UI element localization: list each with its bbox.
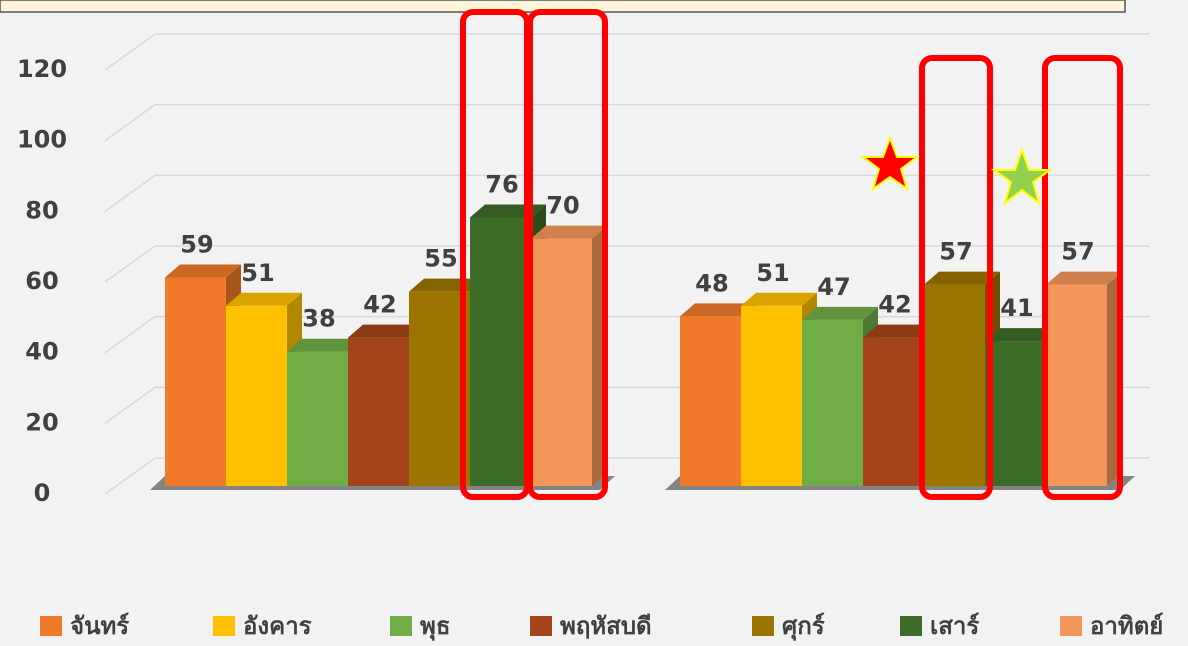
bar-front <box>924 284 985 486</box>
highlights <box>460 9 1123 500</box>
y-tick-label: 100 <box>17 126 67 154</box>
legend-label: ศุกร์ <box>782 612 825 642</box>
data-label: 47 <box>817 273 850 301</box>
bar-front <box>863 337 924 486</box>
highlight-box <box>1042 55 1123 500</box>
plot: 0 20 40 60 80 100 120 59 51 38 42 55 76 70 48 51 47 42 57 4… <box>17 33 1150 507</box>
data-label: 51 <box>241 259 274 287</box>
bar-front <box>470 217 531 486</box>
y-tick-label: 20 <box>25 408 58 436</box>
y-tick-label: 80 <box>25 196 58 224</box>
data-label: 51 <box>756 259 789 287</box>
y-tick-label: 120 <box>17 55 67 83</box>
data-label: 42 <box>363 291 396 319</box>
bar-top <box>680 303 756 317</box>
bar-top <box>348 324 424 338</box>
highlight-box <box>919 55 993 500</box>
data-label: 48 <box>695 269 728 297</box>
data-label: 57 <box>1061 238 1094 266</box>
bar-front <box>1046 284 1107 486</box>
legend-swatch <box>40 616 62 636</box>
grid-line <box>104 33 1150 71</box>
data-label: 55 <box>424 245 457 273</box>
bar-front <box>287 351 348 486</box>
bar-front <box>409 291 470 486</box>
data-label: 38 <box>302 305 335 333</box>
legend-swatch <box>530 616 552 636</box>
grid-line <box>104 245 1150 283</box>
data-label: 59 <box>180 231 213 259</box>
legend-label: พุธ <box>420 612 450 642</box>
data-label: 57 <box>939 238 972 266</box>
bar-top <box>1046 271 1122 285</box>
bar-top <box>741 292 817 306</box>
bar-front <box>680 316 741 486</box>
legend-label: เสาร์ <box>930 612 979 640</box>
bar-front <box>165 277 226 486</box>
y-tick-label: 0 <box>34 479 51 507</box>
legend-label: พฤหัสบดี <box>560 612 652 640</box>
star <box>860 135 920 192</box>
bar-front <box>226 305 287 486</box>
bar-front <box>985 341 1046 486</box>
data-label: 70 <box>546 192 579 220</box>
legend-swatch <box>390 616 412 636</box>
bar-front <box>741 305 802 486</box>
bar-top <box>531 225 607 239</box>
y-tick-label: 40 <box>25 338 58 366</box>
grid-line <box>104 103 1150 142</box>
highlight-box <box>527 9 608 500</box>
bar <box>1046 271 1122 486</box>
legend-swatch <box>752 616 774 636</box>
bar-top <box>802 306 878 320</box>
legend-swatch <box>900 616 922 636</box>
bar <box>531 225 607 486</box>
bar-top <box>226 292 302 306</box>
y-tick-label: 60 <box>25 267 58 295</box>
bar-front <box>802 319 863 486</box>
data-label: 41 <box>1000 294 1033 322</box>
legend-label: อาทิตย์ <box>1090 612 1163 640</box>
data-label: 42 <box>878 291 911 319</box>
legend-label: จันทร์ <box>70 612 129 640</box>
bar-top <box>287 338 363 352</box>
data-label: 76 <box>485 170 518 198</box>
star <box>990 146 1054 206</box>
bar-top <box>924 271 1000 285</box>
legend-swatch <box>1060 616 1082 636</box>
legend-swatch <box>213 616 235 636</box>
bar-front <box>531 238 592 486</box>
grid-line <box>104 174 1150 212</box>
bar-front <box>348 337 409 486</box>
legend-label: อังคาร <box>243 612 312 640</box>
bar-top <box>165 264 241 278</box>
